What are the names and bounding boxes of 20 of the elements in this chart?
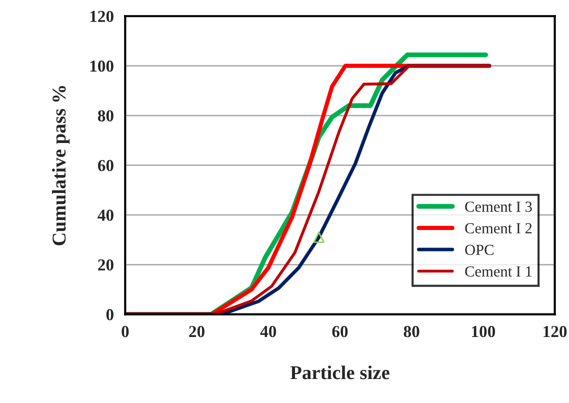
y-axis-title: Cumulative pass %: [52, 86, 70, 246]
legend-label: Cement I 3: [465, 202, 532, 212]
legend-label: OPC: [465, 244, 494, 256]
y-tick-label: 40: [98, 210, 114, 221]
x-tick-label: 20: [189, 326, 204, 338]
x-tick-label: 60: [332, 326, 348, 338]
legend-label: Cement I 1: [465, 266, 532, 277]
legend-label: Cement I 2: [465, 223, 532, 234]
x-axis-title: Particle size: [290, 366, 390, 380]
x-tick-label: 80: [404, 326, 420, 338]
x-tick-label: 100: [472, 326, 496, 338]
y-tick-label: 100: [90, 60, 114, 72]
x-tick-label: 40: [260, 326, 276, 338]
y-tick-label: 60: [98, 160, 114, 172]
y-tick-label: 20: [98, 259, 114, 271]
y-tick-label: 0: [106, 309, 114, 320]
y-tick-label: 120: [90, 10, 114, 22]
y-tick-label: 80: [98, 110, 114, 122]
x-tick-label: 0: [122, 326, 129, 338]
x-tick-label: 120: [544, 326, 567, 338]
